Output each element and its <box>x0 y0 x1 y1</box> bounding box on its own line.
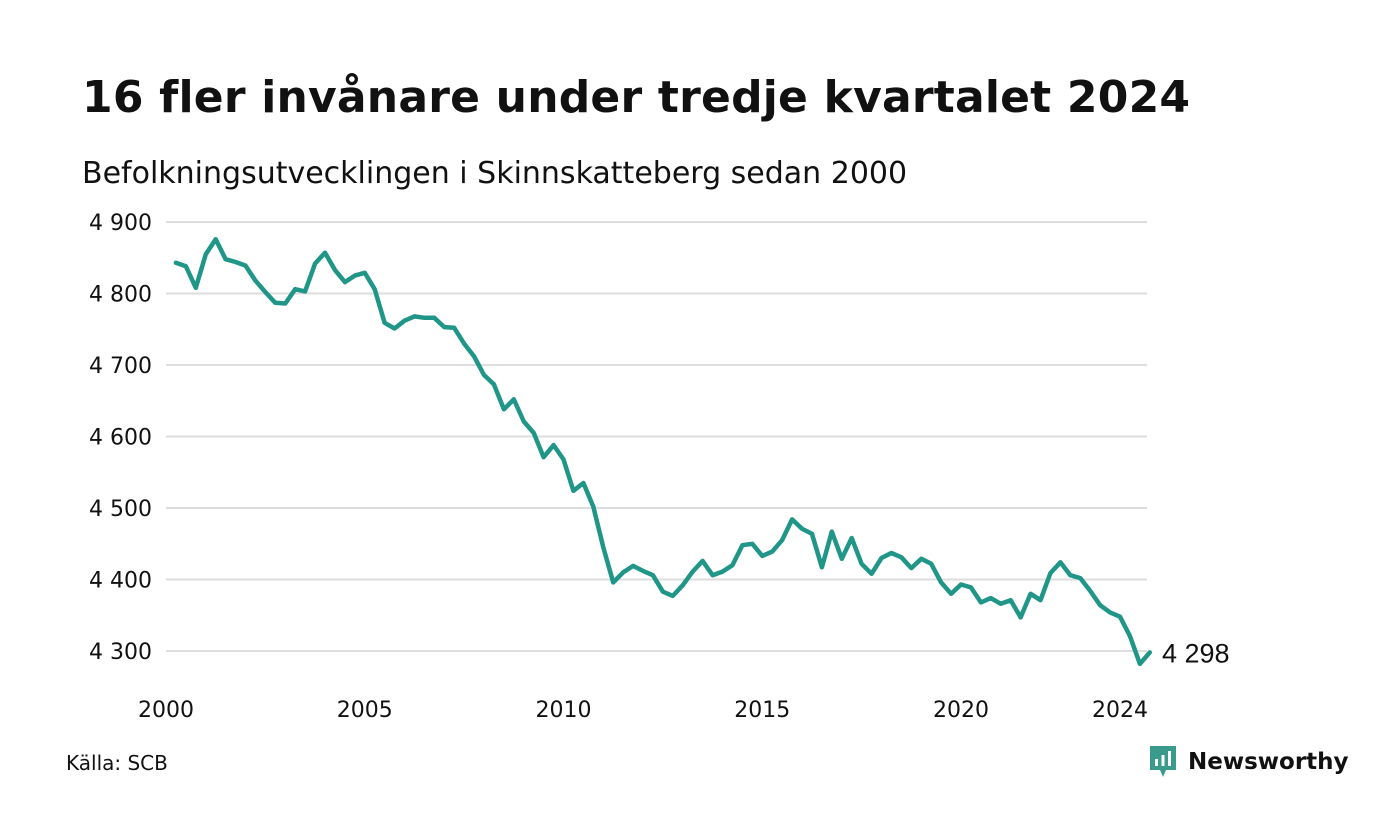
x-tick-label: 2010 <box>536 698 592 723</box>
y-tick-label: 4 800 <box>89 283 152 308</box>
last-value-label: 4 298 <box>1162 638 1230 668</box>
y-tick-label: 4 500 <box>89 497 152 522</box>
y-tick-label: 4 700 <box>89 354 152 379</box>
brand-name: Newsworthy <box>1188 749 1349 775</box>
grid-lines <box>166 221 1147 652</box>
y-tick-label: 4 300 <box>89 640 152 665</box>
chart-title: 16 fler invånare under tredje kvartalet … <box>82 72 1191 123</box>
x-tick-label: 2024 <box>1092 698 1148 723</box>
population-series-line <box>173 236 1153 667</box>
x-tick-label: 2015 <box>734 698 790 723</box>
y-axis-ticks: 4 300 4 400 4 500 4 600 4 700 4 800 4 900 <box>89 211 152 665</box>
end-label-layer: 4 298 <box>1162 638 1230 668</box>
x-axis-ticks: 2000 2005 2010 2015 2020 2024 <box>138 698 1148 723</box>
line-chart: 4 300 4 400 4 500 4 600 4 700 4 800 4 900 2000… <box>89 211 1230 723</box>
newsworthy-logo-icon <box>1150 746 1176 777</box>
y-tick-label: 4 600 <box>89 426 152 451</box>
chart-subtitle: Befolkningsutvecklingen i Skinnskatteber… <box>82 156 908 191</box>
x-tick-label: 2020 <box>933 698 989 723</box>
x-tick-label: 2000 <box>138 698 194 723</box>
y-tick-label: 4 900 <box>89 211 152 236</box>
brand-logo: Newsworthy <box>1148 744 1349 780</box>
series-layer <box>173 236 1153 667</box>
x-tick-label: 2005 <box>337 698 393 723</box>
y-tick-label: 4 400 <box>89 569 152 594</box>
source-note: Källa: SCB <box>66 751 168 775</box>
